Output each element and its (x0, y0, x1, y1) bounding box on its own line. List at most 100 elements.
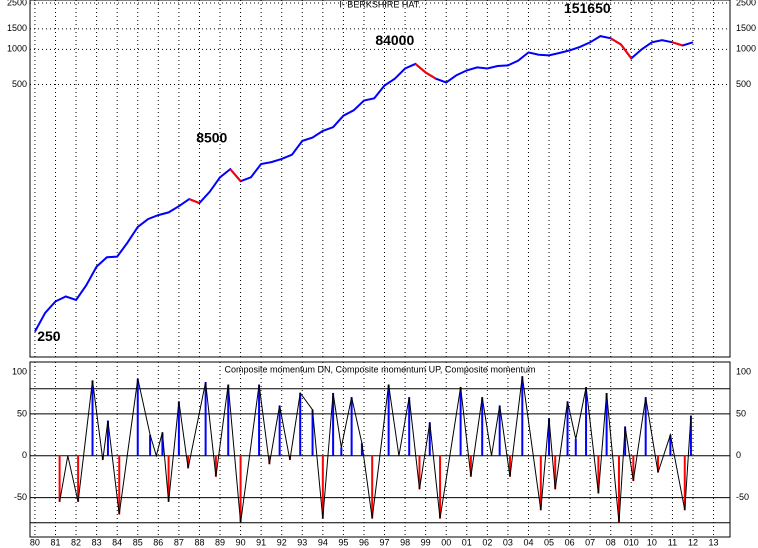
momentum-bar (644, 397, 647, 456)
momentum-bar (574, 439, 577, 456)
y-tick-label-right: 1000 (736, 44, 756, 54)
x-tick-label: 04 (523, 537, 533, 547)
momentum-bar (632, 455, 635, 481)
momentum-bar (136, 378, 139, 456)
momentum-bar (177, 401, 180, 456)
x-tick-label: 98 (400, 537, 410, 547)
x-tick-label: 81 (50, 537, 60, 547)
y-tick-label-right: -50 (736, 492, 749, 502)
momentum-bar (167, 455, 170, 502)
momentum-bar (149, 434, 152, 456)
x-tick-label: 07 (585, 537, 595, 547)
x-tick-label: 91 (256, 537, 266, 547)
momentum-bar (566, 401, 569, 456)
momentum-bar (321, 455, 324, 519)
momentum-bar (58, 455, 61, 502)
momentum-bar (268, 455, 271, 465)
momentum-bar (657, 455, 660, 473)
x-tick-label: 13 (709, 537, 719, 547)
x-tick-label: 93 (297, 537, 307, 547)
x-tick-label: 86 (153, 537, 163, 547)
annotation: 84000 (375, 32, 414, 48)
y-tick-label-right: 2500 (736, 0, 756, 7)
momentum-bar (669, 434, 672, 456)
momentum-bar (428, 422, 431, 456)
momentum-bar (332, 392, 335, 456)
x-tick-label: 11 (668, 537, 677, 547)
y-tick-label: 500 (12, 79, 27, 89)
x-tick-label: 94 (318, 537, 328, 547)
momentum-bar (605, 392, 608, 456)
x-tick-label: 83 (92, 537, 102, 547)
x-tick-label: 010 (624, 537, 639, 547)
y-tick-label-right: 100 (736, 366, 751, 376)
y-tick-label-right: 0 (736, 450, 741, 460)
annotation: 151650 (564, 0, 611, 16)
momentum-bar (508, 455, 511, 477)
x-tick-label: 08 (606, 537, 616, 547)
momentum-bar (548, 418, 551, 456)
x-tick-label: 97 (380, 537, 390, 547)
momentum-bar (227, 384, 230, 456)
price-title: I- BERKSHIRE HAT. (339, 0, 420, 9)
x-tick-label: 12 (688, 537, 698, 547)
momentum-bar (624, 426, 627, 456)
annotation: 8500 (196, 129, 227, 145)
price-line (188, 37, 683, 205)
price-line (34, 35, 694, 333)
momentum-panel (29, 361, 731, 538)
momentum-bar (106, 420, 109, 456)
y-tick-label-right: 50 (736, 408, 746, 418)
x-tick-label: 90 (236, 537, 246, 547)
price-panel (29, 0, 731, 358)
x-tick-label: 88 (194, 537, 204, 547)
momentum-bar (469, 455, 472, 477)
momentum-bar (340, 447, 343, 456)
y-tick-label: 1500 (7, 23, 27, 33)
x-tick-label: 03 (503, 537, 513, 547)
momentum-bar (118, 455, 121, 515)
momentum-bar (278, 405, 281, 456)
momentum-bar (683, 455, 686, 511)
momentum-bar (498, 405, 501, 456)
x-tick-label: 85 (133, 537, 143, 547)
momentum-bar (214, 455, 217, 477)
momentum-title: Composite momentum DN, Composite momentu… (225, 364, 536, 374)
y-tick-label: 2500 (7, 0, 27, 7)
momentum-bar (617, 455, 620, 523)
momentum-bar (387, 384, 390, 456)
momentum-bar (239, 455, 242, 523)
momentum-bar (521, 376, 524, 456)
momentum-bar (371, 455, 374, 519)
momentum-bar (161, 432, 164, 456)
y-tick-label-right: 500 (736, 79, 751, 89)
x-tick-label: 82 (71, 537, 81, 547)
x-tick-label: 01 (462, 537, 472, 547)
momentum-bar (539, 455, 542, 511)
momentum-line (59, 376, 692, 523)
x-tick-label: 95 (338, 537, 348, 547)
momentum-bar (77, 455, 80, 502)
x-tick-label: 89 (215, 537, 225, 547)
x-tick-label: 06 (565, 537, 575, 547)
momentum-bar (187, 455, 190, 469)
momentum-bar (481, 397, 484, 456)
x-tick-label: 84 (112, 537, 122, 547)
momentum-bar (408, 397, 411, 456)
x-tick-label: 10 (647, 537, 657, 547)
x-tick-label: 92 (277, 537, 287, 547)
x-tick-label: 96 (359, 537, 369, 547)
x-tick-label: 87 (174, 537, 184, 547)
momentum-bar (258, 384, 261, 456)
y-tick-label: 100 (12, 366, 27, 376)
x-tick-label: 80 (30, 537, 40, 547)
annotation: 250 (37, 328, 61, 344)
momentum-bar (204, 382, 207, 456)
momentum-bar (689, 415, 692, 456)
y-tick-label: -50 (14, 492, 27, 502)
momentum-bar (439, 455, 442, 519)
momentum-bar (360, 443, 363, 456)
momentum-bar (597, 455, 600, 494)
momentum-bar (350, 397, 353, 456)
